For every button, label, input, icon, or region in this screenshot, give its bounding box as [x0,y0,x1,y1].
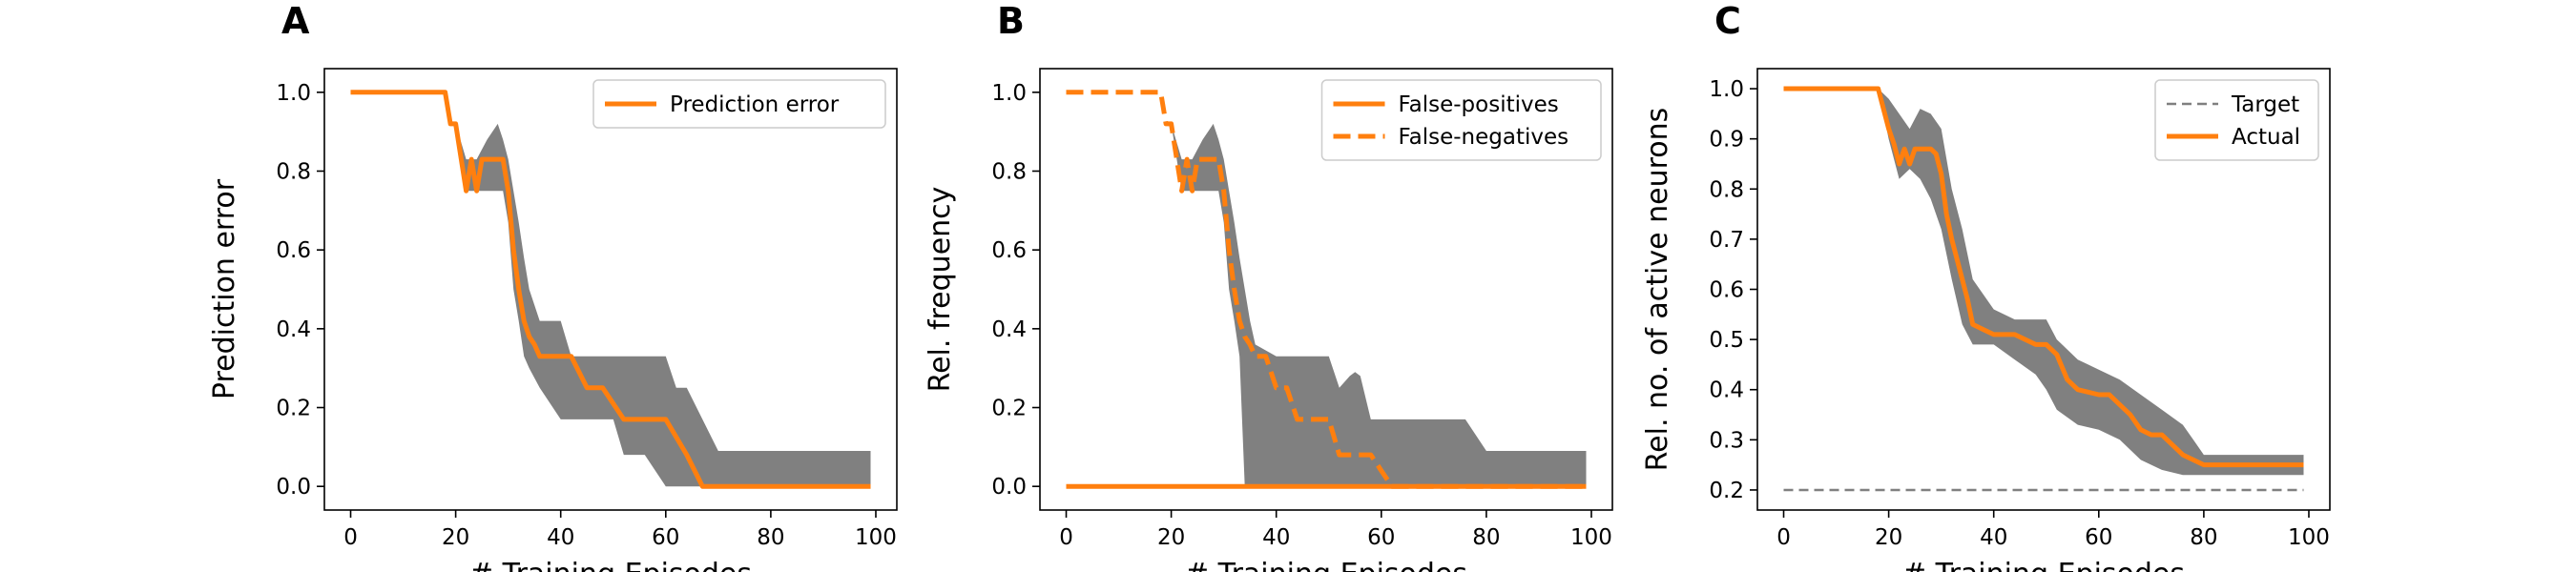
y-tick-label: 0.4 [991,317,1027,342]
y-tick-label: 0.6 [276,238,311,263]
x-tick-label: 60 [1367,525,1395,550]
x-tick-label: 80 [1472,525,1500,550]
x-tick-label: 20 [1157,525,1185,550]
y-tick-label: 0.4 [276,317,311,342]
x-tick-label: 40 [547,525,574,550]
y-axis-label: Rel. frequency [924,187,957,393]
x-tick-label: 40 [1262,525,1290,550]
x-tick-label: 20 [1875,525,1902,550]
x-tick-label: 100 [2288,525,2330,550]
panel-letter: B [997,0,1025,42]
x-tick-label: 100 [855,525,897,550]
x-tick-label: 20 [442,525,469,550]
panel-c: C 0 20 40 60 80 100 0.2 0.3 0.4 0.5 0.6 0.7 0.8 0.9 1.0… [1641,0,2331,572]
x-axis-label: # Training Episodes [1902,558,2185,572]
series-line-false-negatives [1066,90,1587,489]
y-tick-label: 0.4 [1709,378,1744,403]
std-band [350,92,871,487]
x-tick-label: 80 [757,525,784,550]
legend-box [592,79,886,129]
x-tick-label: 60 [2085,525,2112,550]
std-band [1066,92,1587,487]
axes-frame [323,68,898,511]
legend-box [1320,79,1602,161]
series-line-prediction-error [350,90,871,489]
x-tick-label: 100 [1570,525,1612,550]
y-tick-label: 0.5 [1709,328,1744,353]
y-tick-label: 1.0 [991,81,1027,106]
y-tick-label: 0.9 [1709,128,1744,153]
x-tick-label: 0 [1059,525,1073,550]
legend-label: False-positives [1399,92,1559,117]
y-tick-label: 0.2 [1709,479,1744,503]
y-tick-label: 0.2 [991,397,1027,421]
x-tick-label: 0 [1776,525,1791,550]
y-tick-label: 0.3 [1709,428,1744,453]
series-line-actual [1783,86,2304,468]
y-tick-label: 0.6 [991,238,1027,263]
y-tick-label: 1.0 [276,81,311,106]
y-tick-label: 0.6 [1709,278,1744,303]
legend-label: Prediction error [670,92,840,117]
legend: Prediction error [592,79,886,129]
y-tick-label: 0.8 [1709,177,1744,202]
panel-b: B 0 20 40 60 80 100 0.0 0.2 0.4 0.6 0.8 1.0 # Trainin… [924,0,1613,572]
y-tick-label: 0.0 [276,475,311,500]
x-tick-label: 0 [343,525,358,550]
x-tick-label: 60 [652,525,679,550]
y-tick-label: 0.2 [276,397,311,421]
legend-label: Target [2231,92,2299,117]
x-tick-label: 40 [1980,525,2007,550]
panel-letter: C [1714,0,1741,42]
y-axis-label: Rel. no. of active neurons [1641,108,1674,472]
y-tick-label: 0.8 [991,159,1027,184]
axes-frame [1039,68,1613,511]
legend-label: False-negatives [1399,125,1569,150]
legend: Target Actual [2154,79,2319,161]
legend-box [2154,79,2319,161]
y-tick-label: 0.8 [276,159,311,184]
x-axis-label: # Training Episodes [1185,558,1467,572]
y-tick-label: 0.0 [991,475,1027,500]
x-tick-label: 80 [2190,525,2217,550]
y-tick-label: 1.0 [1709,77,1744,102]
y-axis-label: Prediction error [208,178,241,399]
panel-letter: A [281,0,310,42]
legend-label: Actual [2232,125,2300,150]
y-tick-label: 0.7 [1709,228,1744,253]
panel-a: A 0 20 40 60 80 100 0.0 0.2 0.4 0.6 0.8 1.0 # Trainin… [208,0,898,572]
legend: False-positives False-negatives [1320,79,1602,161]
x-axis-label: # Training Episodes [469,558,752,572]
